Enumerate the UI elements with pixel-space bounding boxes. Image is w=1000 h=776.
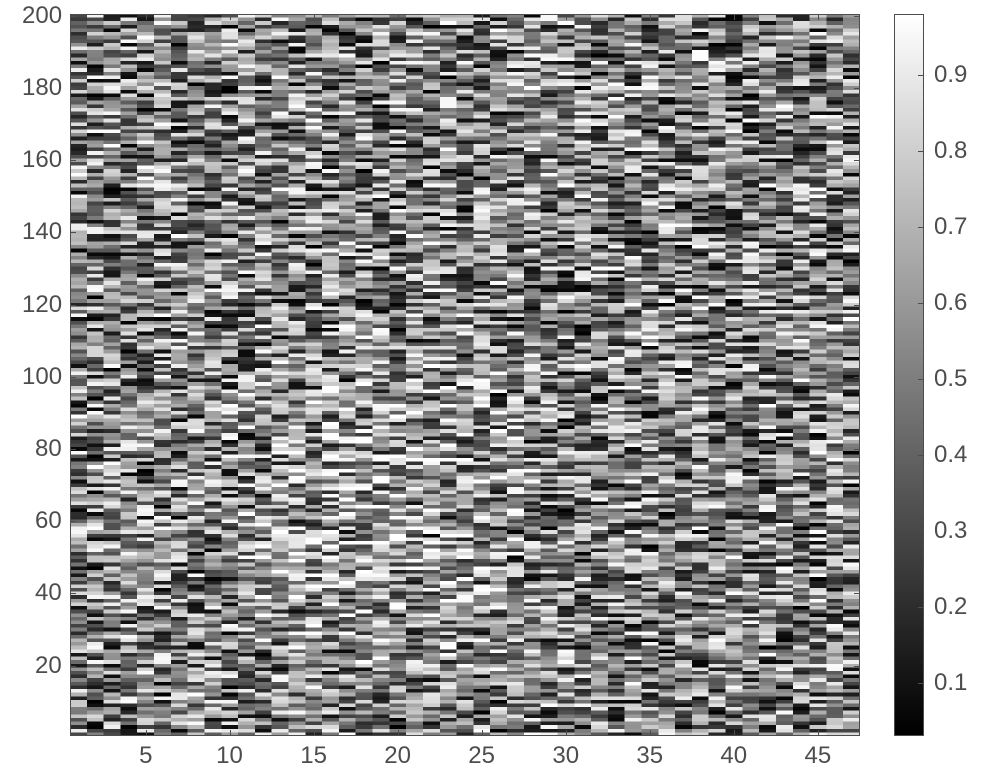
axis-tick [230, 730, 231, 736]
axis-tick [70, 521, 76, 522]
axis-tick [70, 232, 76, 233]
axis-tick [230, 14, 231, 20]
axis-tick [566, 14, 567, 20]
axis-tick [70, 160, 76, 161]
axis-tick [854, 666, 860, 667]
axis-tick [854, 160, 860, 161]
axis-tick-label: 120 [22, 291, 62, 319]
axis-tick [70, 666, 76, 667]
axis-tick [918, 303, 924, 304]
axis-tick [918, 379, 924, 380]
axis-tick-label: 0.6 [934, 289, 967, 317]
figure: 5 10 15 20 25 30 35 40 45 20 40 60 80 100 120 140 160 180… [0, 0, 1000, 776]
axis-tick-label: 40 [720, 742, 747, 770]
axis-tick [70, 593, 76, 594]
axis-tick-label: 0.3 [934, 517, 967, 545]
axis-tick-label: 10 [216, 742, 243, 770]
axis-tick [650, 730, 651, 736]
axis-tick [70, 377, 76, 378]
axis-tick [854, 305, 860, 306]
axis-tick-label: 80 [35, 435, 62, 463]
axis-tick [70, 16, 76, 17]
axis-tick [918, 227, 924, 228]
axis-tick [918, 531, 924, 532]
axis-tick-label: 35 [636, 742, 663, 770]
axis-tick [854, 16, 860, 17]
axis-tick [854, 449, 860, 450]
axis-tick [854, 232, 860, 233]
axis-tick [918, 455, 924, 456]
axis-tick [818, 14, 819, 20]
axis-tick [70, 449, 76, 450]
axis-tick-label: 25 [468, 742, 495, 770]
axis-tick [734, 14, 735, 20]
axis-tick-label: 0.8 [934, 137, 967, 165]
axis-tick-label: 40 [35, 579, 62, 607]
axis-tick [398, 14, 399, 20]
axis-tick [566, 730, 567, 736]
axis-tick-label: 200 [22, 2, 62, 30]
axis-tick [918, 75, 924, 76]
axis-tick [854, 377, 860, 378]
axis-tick [146, 730, 147, 736]
colorbar-frame [894, 14, 924, 736]
axis-tick [918, 683, 924, 684]
axis-tick [314, 730, 315, 736]
axis-tick-label: 180 [22, 74, 62, 102]
axis-tick-label: 0.4 [934, 441, 967, 469]
axis-tick-label: 0.9 [934, 61, 967, 89]
axis-tick [482, 14, 483, 20]
axis-tick-label: 20 [35, 652, 62, 680]
colorbar [894, 14, 924, 736]
axis-tick-label: 20 [384, 742, 411, 770]
axis-tick [918, 607, 924, 608]
axis-tick-label: 0.7 [934, 213, 967, 241]
axis-tick [854, 88, 860, 89]
heatmap-plot [70, 14, 860, 736]
axis-tick [398, 730, 399, 736]
axis-tick [650, 14, 651, 20]
axis-tick [314, 14, 315, 20]
axis-tick [482, 730, 483, 736]
axis-tick [70, 88, 76, 89]
axis-tick [70, 305, 76, 306]
axis-tick-label: 160 [22, 146, 62, 174]
axis-tick [734, 730, 735, 736]
axis-tick-label: 45 [804, 742, 831, 770]
heatmap-canvas [70, 14, 860, 736]
axis-tick-label: 0.2 [934, 593, 967, 621]
axis-tick-label: 15 [300, 742, 327, 770]
axis-tick-label: 5 [139, 742, 152, 770]
axis-tick-label: 30 [552, 742, 579, 770]
axis-tick-label: 0.1 [934, 669, 967, 697]
axis-tick [146, 14, 147, 20]
axis-tick-label: 140 [22, 218, 62, 246]
axis-tick-label: 60 [35, 507, 62, 535]
axis-tick [818, 730, 819, 736]
axis-tick-label: 100 [22, 363, 62, 391]
axis-tick-label: 0.5 [934, 365, 967, 393]
axis-tick [854, 593, 860, 594]
axis-tick [918, 151, 924, 152]
axis-tick [854, 521, 860, 522]
